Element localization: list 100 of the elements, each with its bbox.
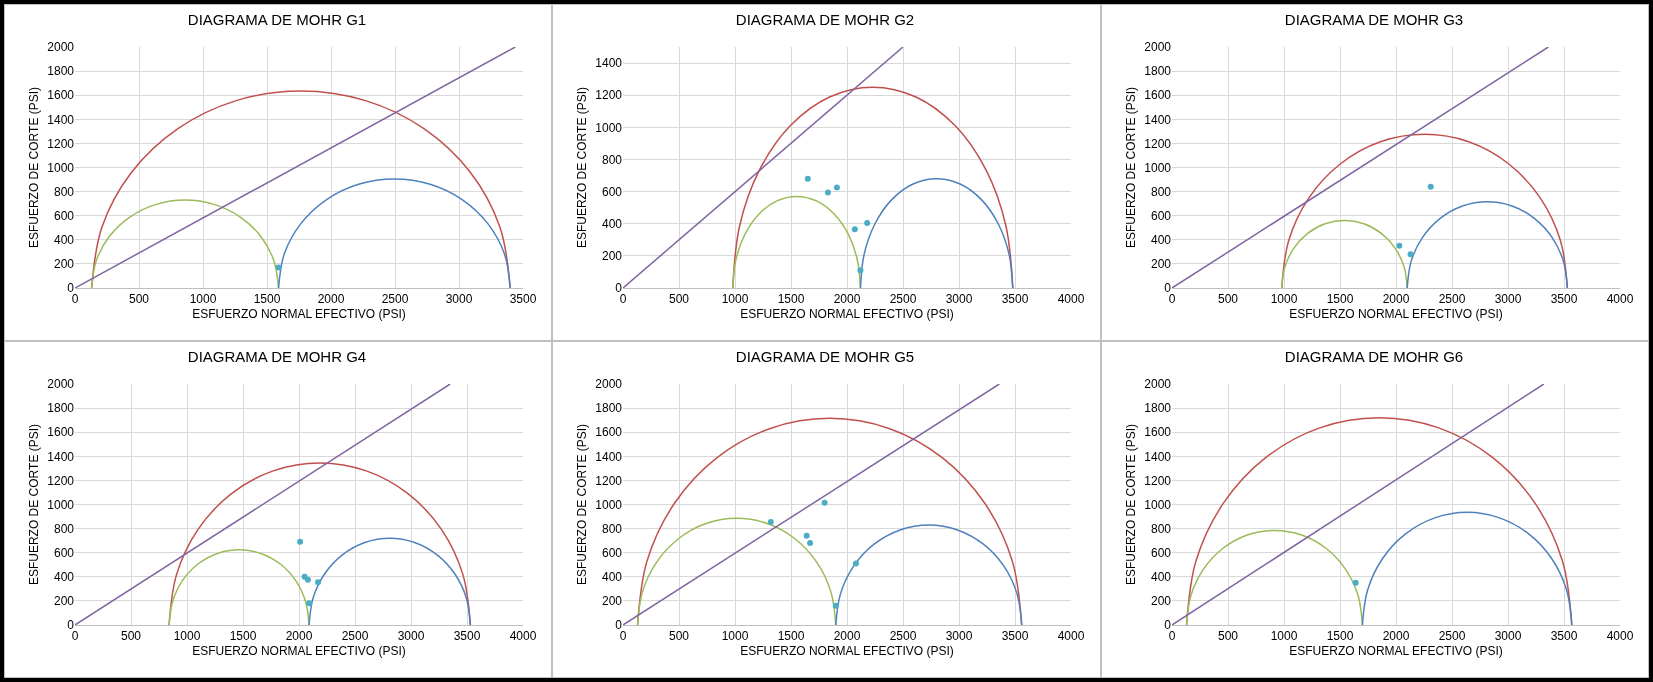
y-tick-label: 200 <box>602 249 623 264</box>
y-tick-label: 800 <box>1150 184 1171 199</box>
y-tick-label: 1800 <box>47 64 75 79</box>
y-axis-title: ESFUERZO DE CORTE (PSI) <box>574 86 589 249</box>
chart-title: DIAGRAMA DE MOHR G5 <box>736 348 915 366</box>
x-tick-label: 2000 <box>317 292 345 307</box>
x-axis-title: ESFUERZO NORMAL EFECTIVO (PSI) <box>740 644 955 659</box>
y-tick-label: 2000 <box>595 377 623 392</box>
x-axis-title: ESFUERZO NORMAL EFECTIVO (PSI) <box>1288 644 1503 659</box>
y-tick-label: 200 <box>1150 257 1171 272</box>
x-tick-label: 3000 <box>945 629 973 644</box>
chart-title: DIAGRAMA DE MOHR G2 <box>736 11 915 29</box>
x-tick-label: 4000 <box>1606 292 1634 307</box>
x-tick-label: 2000 <box>833 629 861 644</box>
x-tick-label: 1000 <box>189 292 217 307</box>
y-tick-label: 200 <box>53 257 75 272</box>
point <box>804 532 811 539</box>
point <box>834 184 841 191</box>
x-tick-label: 2000 <box>833 292 861 307</box>
point <box>864 219 871 226</box>
y-tick-label: 2000 <box>1143 377 1171 392</box>
x-tick-label: 3500 <box>1550 292 1578 307</box>
x-tick-label: 3500 <box>1001 629 1029 644</box>
line-series <box>1406 201 1568 288</box>
y-tick-label: 1400 <box>595 56 623 71</box>
y-tick-label: 200 <box>53 594 75 609</box>
x-tick-label: 500 <box>1217 292 1238 307</box>
line-series <box>1185 529 1363 625</box>
y-tick-label: 200 <box>602 594 623 609</box>
y-tick-label: 1400 <box>1143 112 1171 127</box>
y-tick-label: 1000 <box>1143 160 1171 175</box>
x-tick-label: 500 <box>128 292 150 307</box>
y-tick-label: 1200 <box>47 136 75 151</box>
point <box>821 499 828 506</box>
chart-title: DIAGRAMA DE MOHR G3 <box>1284 11 1463 29</box>
y-axis-title: ESFUERZO DE CORTE (PSI) <box>26 423 41 586</box>
y-tick-label: 800 <box>602 521 623 536</box>
x-tick-label: 4000 <box>1057 629 1085 644</box>
point <box>833 602 840 609</box>
line-series <box>90 199 280 288</box>
y-tick-label: 1000 <box>595 120 623 135</box>
x-tick-label: 4000 <box>1606 629 1634 644</box>
line-series <box>308 537 472 625</box>
y-tick-label: 1600 <box>47 88 75 103</box>
x-tick-label: 1000 <box>721 629 749 644</box>
point <box>1407 251 1414 258</box>
point <box>297 538 304 545</box>
x-tick-label: 500 <box>1217 629 1238 644</box>
x-tick-label: 2500 <box>341 629 369 644</box>
chart-title: DIAGRAMA DE MOHR G4 <box>187 348 367 366</box>
x-tick-label: 3500 <box>1001 292 1029 307</box>
y-tick-label: 400 <box>602 216 623 231</box>
x-tick-label: 2500 <box>889 292 917 307</box>
point <box>853 560 860 567</box>
x-tick-label: 3000 <box>445 292 473 307</box>
point <box>825 189 832 196</box>
x-tick-label: 2500 <box>889 629 917 644</box>
y-tick-label: 1800 <box>1143 401 1171 416</box>
y-tick-label: 600 <box>602 545 623 560</box>
y-axis-title: ESFUERZO DE CORTE (PSI) <box>574 423 589 586</box>
x-tick-label: 1500 <box>777 629 805 644</box>
x-tick-label: 3500 <box>1550 629 1578 644</box>
y-tick-label: 1200 <box>1143 136 1171 151</box>
x-axis-title: ESFUERZO NORMAL EFECTIVO (PSI) <box>1288 307 1503 322</box>
point <box>768 518 775 525</box>
y-tick-label: 1200 <box>595 88 623 103</box>
y-tick-label: 1800 <box>595 401 623 416</box>
y-tick-label: 0 <box>1163 281 1171 296</box>
point <box>857 267 864 274</box>
y-tick-label: 1000 <box>1143 497 1171 512</box>
x-axis-title: ESFUERZO NORMAL EFECTIVO (PSI) <box>192 307 406 322</box>
y-tick-label: 1800 <box>1143 64 1171 79</box>
y-tick-label: 1600 <box>1143 425 1171 440</box>
x-tick-label: 3000 <box>1494 629 1522 644</box>
y-tick-label: 600 <box>1150 208 1171 223</box>
x-tick-label: 1500 <box>253 292 281 307</box>
y-tick-label: 1000 <box>47 160 75 175</box>
x-axis-title: ESFUERZO NORMAL EFECTIVO (PSI) <box>192 644 406 659</box>
x-tick-label: 500 <box>120 629 142 644</box>
y-tick-label: 800 <box>53 184 75 199</box>
y-tick-label: 600 <box>53 545 75 560</box>
y-tick-label: 0 <box>1163 618 1171 633</box>
x-tick-label: 1500 <box>1326 629 1354 644</box>
line-series <box>1361 511 1573 625</box>
y-tick-label: 1200 <box>1143 473 1171 488</box>
point <box>805 175 812 182</box>
x-tick-label: 4000 <box>1057 292 1085 307</box>
line-series <box>637 517 837 625</box>
x-tick-label: 500 <box>669 629 690 644</box>
point <box>1396 242 1403 249</box>
line-series <box>277 178 511 288</box>
y-tick-label: 600 <box>602 184 623 199</box>
chart-title: DIAGRAMA DE MOHR G6 <box>1284 348 1463 366</box>
y-tick-label: 200 <box>1150 594 1171 609</box>
y-tick-label: 1400 <box>47 449 75 464</box>
x-tick-label: 2500 <box>381 292 409 307</box>
y-tick-label: 400 <box>1150 570 1171 584</box>
x-tick-label: 3500 <box>453 629 481 644</box>
x-tick-label: 2500 <box>1438 629 1466 644</box>
x-tick-label: 2000 <box>1382 629 1410 644</box>
